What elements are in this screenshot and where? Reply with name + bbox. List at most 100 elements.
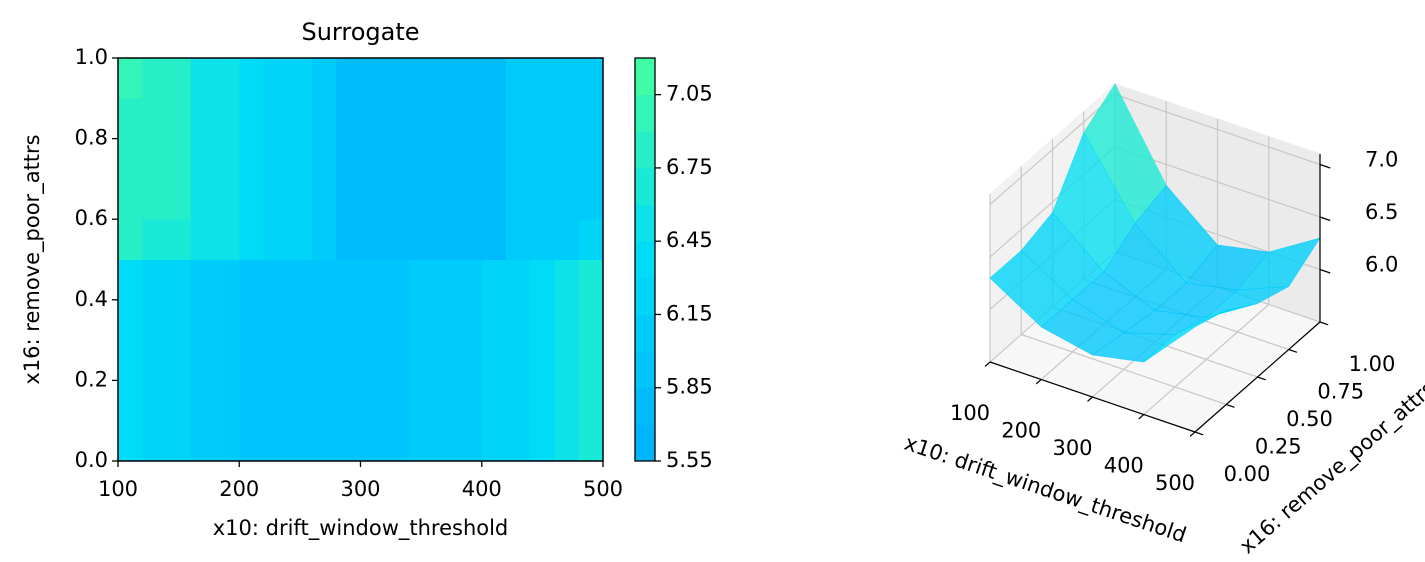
contour-cell: [215, 219, 240, 261]
contour-cell: [215, 98, 240, 140]
y-tick-label: 0.2: [75, 367, 108, 391]
colorbar-frame: [634, 57, 656, 462]
grid-line: [989, 94, 1116, 205]
contour-cell: [360, 178, 386, 220]
contour-cell: [506, 420, 531, 461]
contour-cell: [118, 299, 143, 341]
contour-cell: [215, 380, 240, 422]
x-tick-label: 500: [1155, 471, 1195, 495]
contour-cell: [142, 299, 168, 341]
y-tick-label: 0.0: [75, 448, 108, 472]
colorbar-band: [635, 131, 655, 169]
contour-cell: [360, 299, 386, 341]
contour-cell: [506, 219, 531, 261]
contour-cell: [384, 138, 410, 180]
contour-cell: [336, 259, 362, 301]
contour-cell: [336, 219, 362, 261]
contour-cell: [142, 259, 168, 301]
contour-cell: [263, 380, 289, 422]
contour-cell: [433, 299, 459, 341]
contour-cell: [457, 259, 483, 301]
y-tick: [1288, 348, 1298, 353]
x-tick-label: 200: [219, 477, 259, 501]
contour-cell: [336, 178, 362, 220]
contour-cell: [530, 98, 556, 140]
contour-cell: [142, 340, 168, 381]
colorbar-tick-label: 6.75: [666, 155, 713, 179]
contour-cell: [142, 219, 168, 261]
contour-cell: [409, 420, 434, 461]
contour-cell: [263, 299, 289, 341]
contour-cell: [409, 340, 434, 381]
contour-cell: [554, 98, 580, 140]
y-tick-label: 1.00: [1349, 352, 1396, 376]
contour-cell: [312, 138, 337, 180]
contour-cell: [312, 340, 337, 381]
contour-cell: [239, 98, 265, 140]
contour-cell: [312, 299, 337, 341]
contour-cell: [554, 259, 580, 301]
colorbar-tick-label: 7.05: [666, 82, 713, 106]
x-tick-label: 500: [583, 477, 623, 501]
contour-cell: [215, 299, 240, 341]
contour-cell: [118, 58, 143, 99]
contour-cell: [118, 259, 143, 301]
contour-cell: [554, 420, 580, 461]
contour-cell: [433, 219, 459, 261]
contour-cell: [190, 420, 216, 461]
x-tick-label: 100: [950, 401, 990, 425]
contour-cell: [190, 380, 216, 422]
contour-cell: [384, 58, 410, 99]
contour-cell: [239, 219, 265, 261]
contour-cell: [142, 178, 168, 220]
contour-cell: [457, 380, 483, 422]
x-tick: [1138, 414, 1145, 420]
contour-cell: [578, 138, 603, 180]
contour-cell: [506, 138, 531, 180]
contour-cell: [287, 299, 313, 341]
y-tick: [1257, 376, 1266, 381]
contour-cell: [263, 178, 289, 220]
contour-cell: [409, 138, 434, 180]
contour-cell: [360, 420, 386, 461]
contour-cell: [409, 259, 434, 301]
contour-cell: [360, 58, 386, 99]
z-tick: [1319, 216, 1331, 222]
contour-cell: [578, 58, 603, 99]
contour-cell: [336, 420, 362, 461]
contour-cell: [433, 420, 459, 461]
contour-cell: [481, 380, 507, 422]
contour-cell: [312, 380, 337, 422]
colorbar-band: [635, 351, 655, 389]
contour-cell: [336, 299, 362, 341]
contour-cell: [409, 299, 434, 341]
contour-cell: [457, 138, 483, 180]
x-tick-label: 400: [462, 477, 502, 501]
contour-cell: [506, 98, 531, 140]
contour-cell: [166, 340, 192, 381]
contour-cell: [166, 420, 192, 461]
contour-cell: [215, 58, 240, 99]
contour-cell: [166, 299, 192, 341]
x-tick: [1189, 431, 1196, 437]
contour-cell: [433, 340, 459, 381]
contour-cell: [142, 98, 168, 140]
contour-cell: [287, 178, 313, 220]
contour-cell: [263, 98, 289, 140]
contour-cell: [554, 299, 580, 341]
contour-cell: [409, 178, 434, 220]
contour-cell: [239, 178, 265, 220]
colorbar-band: [635, 314, 655, 352]
contour-cell: [166, 98, 192, 140]
colorbar-tick-label: 5.55: [666, 448, 713, 472]
contour-cell: [336, 138, 362, 180]
surface-panel: 100 200 300 400 500 0.00 0.25 0.50 0.75 1.00 6.0 6.…: [901, 82, 1425, 559]
contour-cell: [142, 58, 168, 99]
contour-cell: [190, 340, 216, 381]
y-tick-label: 0.00: [1224, 462, 1271, 486]
contour-cell: [481, 58, 507, 99]
x-tick-label: 200: [1001, 419, 1041, 443]
y-tick-label: 0.4: [75, 287, 108, 311]
contour-cell: [190, 58, 216, 99]
